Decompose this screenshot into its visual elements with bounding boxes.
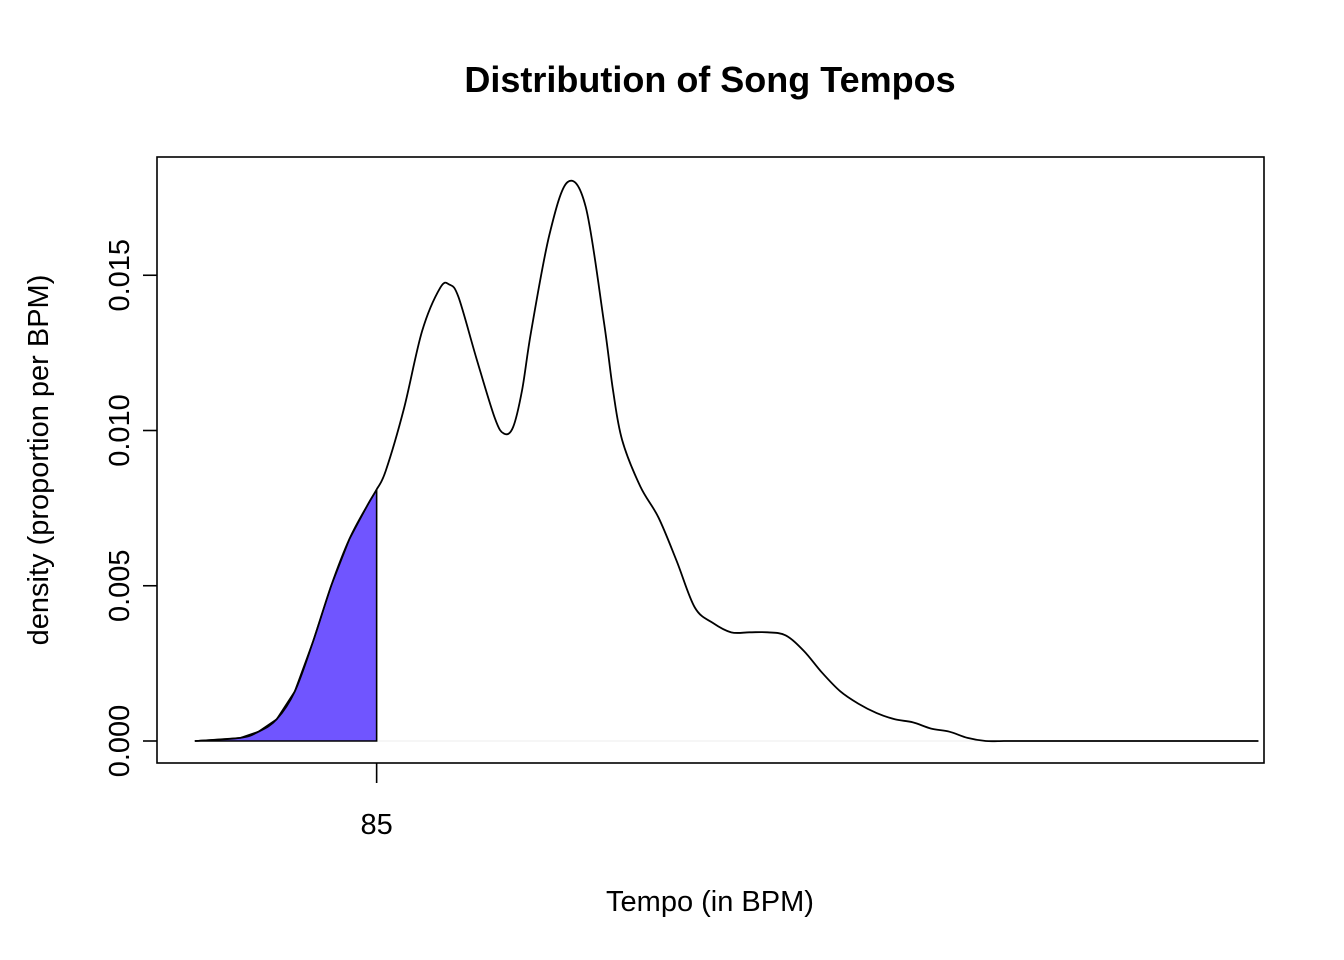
x-tick-label: 85 xyxy=(361,809,393,841)
y-axis-label: density (proportion per BPM) xyxy=(23,275,55,646)
y-tick-label: 0.010 xyxy=(104,394,136,467)
plot-frame xyxy=(156,156,1265,764)
density-curve xyxy=(194,179,1259,743)
shaded-area xyxy=(194,486,378,742)
y-tick-label: 0.005 xyxy=(104,549,136,622)
x-axis-label: Tempo (in BPM) xyxy=(606,886,814,918)
x-axis: 85 xyxy=(361,763,393,841)
y-tick-label: 0.000 xyxy=(104,705,136,778)
chart-title: Distribution of Song Tempos xyxy=(464,59,955,100)
y-axis: 0.000 0.005 0.010 0.015 xyxy=(104,239,157,777)
y-tick-label: 0.015 xyxy=(104,239,136,312)
